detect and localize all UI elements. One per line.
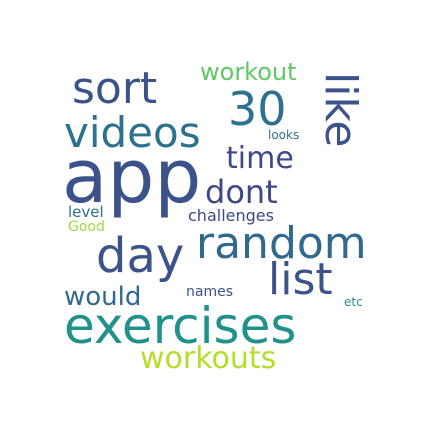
- word-looks: looks: [268, 129, 299, 141]
- word-would: would: [64, 284, 141, 310]
- word-level: level: [68, 205, 104, 220]
- word-dont: dont: [205, 176, 278, 208]
- word-workout: workout: [200, 60, 297, 84]
- word-day: day: [96, 232, 184, 280]
- word-names: names: [186, 285, 233, 299]
- word-videos: videos: [64, 112, 201, 154]
- word-etc: etc: [344, 296, 363, 308]
- word-30: 30: [228, 86, 287, 132]
- word-workouts: workouts: [140, 344, 276, 374]
- word-challenges: challenges: [188, 208, 274, 224]
- word-list: list: [268, 258, 333, 302]
- word-sort: sort: [72, 67, 157, 111]
- word-good: Good: [68, 220, 105, 234]
- word-like: like: [318, 72, 362, 147]
- word-time: time: [226, 144, 294, 174]
